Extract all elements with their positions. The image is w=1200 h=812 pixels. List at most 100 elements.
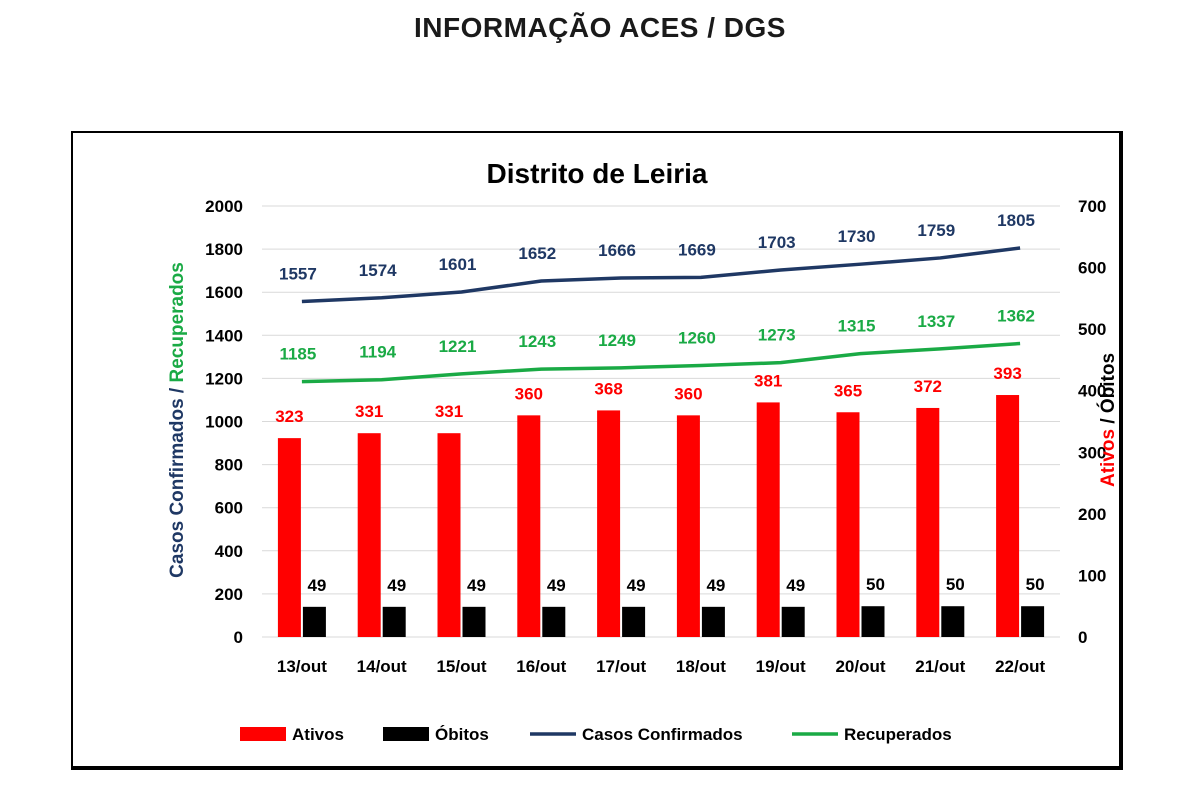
y-left-tick-label: 200 bbox=[215, 585, 243, 604]
legend-label: Ativos bbox=[292, 725, 344, 744]
bar-ativos bbox=[357, 433, 381, 637]
data-label-obitos: 49 bbox=[627, 576, 646, 595]
data-label-casos-confirmados: 1666 bbox=[598, 241, 636, 260]
bar-ativos bbox=[676, 415, 700, 637]
data-label-obitos: 49 bbox=[706, 576, 725, 595]
x-tick-label: 13/out bbox=[277, 657, 327, 676]
y-left-tick-label: 1000 bbox=[205, 413, 243, 432]
y-left-axis-title-part1: Casos Confirmados / bbox=[167, 383, 188, 578]
y-right-tick-label: 100 bbox=[1078, 566, 1106, 585]
data-label-recuperados: 1194 bbox=[359, 343, 396, 362]
data-label-casos-confirmados: 1601 bbox=[439, 255, 477, 274]
data-label-obitos: 49 bbox=[547, 576, 566, 595]
bar-obitos bbox=[941, 606, 965, 637]
data-label-recuperados: 1243 bbox=[518, 332, 556, 351]
data-label-ativos: 365 bbox=[834, 381, 862, 400]
x-tick-label: 20/out bbox=[835, 657, 885, 676]
bar-obitos bbox=[382, 606, 406, 637]
legend-label: Casos Confirmados bbox=[582, 725, 743, 744]
bar-ativos bbox=[756, 402, 780, 637]
y-right-axis-title-part1: Ativos bbox=[1098, 429, 1119, 487]
y-left-tick-label: 2000 bbox=[205, 197, 243, 216]
bar-obitos bbox=[781, 606, 805, 637]
bar-ativos bbox=[277, 438, 301, 637]
y-right-tick-label: 600 bbox=[1078, 259, 1106, 278]
bar-ativos bbox=[916, 407, 940, 637]
x-tick-label: 17/out bbox=[596, 657, 646, 676]
y-left-tick-label: 1600 bbox=[205, 283, 243, 302]
data-label-recuperados: 1362 bbox=[997, 306, 1035, 325]
y-left-tick-label: 800 bbox=[215, 456, 243, 475]
bar-obitos bbox=[462, 606, 486, 637]
data-label-ativos: 393 bbox=[993, 364, 1021, 383]
data-label-ativos: 360 bbox=[674, 384, 702, 403]
data-label-casos-confirmados: 1703 bbox=[758, 233, 796, 252]
data-label-ativos: 331 bbox=[435, 402, 463, 421]
data-label-ativos: 368 bbox=[594, 379, 622, 398]
bar-obitos bbox=[701, 606, 725, 637]
data-label-ativos: 331 bbox=[355, 402, 383, 421]
data-label-obitos: 49 bbox=[307, 576, 326, 595]
y-right-axis-title: Ativos / Óbitos bbox=[1097, 353, 1119, 487]
bar-ativos bbox=[836, 412, 860, 637]
page-title: INFORMAÇÃO ACES / DGS bbox=[414, 12, 786, 43]
bar-obitos bbox=[861, 606, 885, 637]
x-tick-label: 15/out bbox=[436, 657, 486, 676]
y-left-tick-label: 1200 bbox=[205, 369, 243, 388]
chart-frame bbox=[71, 131, 1123, 770]
line-recuperados bbox=[301, 341, 1021, 384]
data-label-recuperados: 1185 bbox=[279, 345, 316, 364]
data-label-casos-confirmados: 1574 bbox=[359, 261, 397, 280]
y-left-tick-label: 400 bbox=[215, 542, 243, 561]
data-label-ativos: 323 bbox=[275, 407, 303, 426]
y-left-tick-label: 1800 bbox=[205, 240, 243, 259]
data-label-casos-confirmados: 1557 bbox=[279, 264, 317, 283]
data-label-obitos: 50 bbox=[1026, 575, 1045, 594]
y-right-tick-label: 400 bbox=[1078, 382, 1106, 401]
x-tick-label: 21/out bbox=[915, 657, 965, 676]
y-right-tick-label: 700 bbox=[1078, 197, 1106, 216]
y-right-tick-label: 300 bbox=[1078, 443, 1106, 462]
data-label-ativos: 372 bbox=[914, 377, 942, 396]
x-tick-label: 16/out bbox=[516, 657, 566, 676]
data-label-obitos: 49 bbox=[467, 576, 486, 595]
bar-ativos bbox=[517, 415, 541, 637]
data-label-obitos: 49 bbox=[786, 576, 805, 595]
bar-obitos bbox=[1021, 606, 1045, 637]
data-label-recuperados: 1249 bbox=[598, 331, 636, 350]
x-tick-label: 14/out bbox=[357, 657, 407, 676]
line-casos-confirmados bbox=[301, 246, 1021, 304]
data-label-casos-confirmados: 1759 bbox=[917, 221, 955, 240]
y-left-tick-label: 600 bbox=[215, 499, 243, 518]
data-label-casos-confirmados: 1805 bbox=[997, 211, 1035, 230]
data-label-ativos: 381 bbox=[754, 371, 782, 390]
data-label-casos-confirmados: 1652 bbox=[518, 244, 556, 263]
bar-obitos bbox=[622, 606, 646, 637]
bar-ativos bbox=[597, 410, 621, 637]
legend-swatch bbox=[240, 727, 286, 741]
data-label-obitos: 50 bbox=[946, 575, 965, 594]
y-right-axis-title-part2: / Óbitos bbox=[1097, 353, 1119, 429]
legend-swatch bbox=[383, 727, 429, 741]
chart-title: Distrito de Leiria bbox=[487, 158, 708, 189]
x-tick-label: 18/out bbox=[676, 657, 726, 676]
data-label-obitos: 49 bbox=[387, 576, 406, 595]
bar-ativos bbox=[437, 433, 461, 637]
data-label-recuperados: 1260 bbox=[678, 328, 716, 347]
x-tick-label: 19/out bbox=[756, 657, 806, 676]
y-left-tick-label: 1400 bbox=[205, 326, 243, 345]
data-label-recuperados: 1273 bbox=[758, 326, 796, 345]
y-left-axis-title: Casos Confirmados / Recuperados bbox=[167, 262, 188, 578]
data-label-casos-confirmados: 1730 bbox=[838, 227, 876, 246]
y-right-tick-label: 500 bbox=[1078, 320, 1106, 339]
bar-obitos bbox=[542, 606, 566, 637]
data-label-obitos: 50 bbox=[866, 575, 885, 594]
bar-obitos bbox=[302, 606, 326, 637]
y-right-tick-label: 0 bbox=[1078, 628, 1087, 647]
x-tick-label: 22/out bbox=[995, 657, 1045, 676]
bar-ativos bbox=[996, 395, 1020, 637]
y-left-tick-label: 0 bbox=[234, 628, 243, 647]
legend-label: Recuperados bbox=[844, 725, 952, 744]
data-label-recuperados: 1221 bbox=[439, 337, 477, 356]
